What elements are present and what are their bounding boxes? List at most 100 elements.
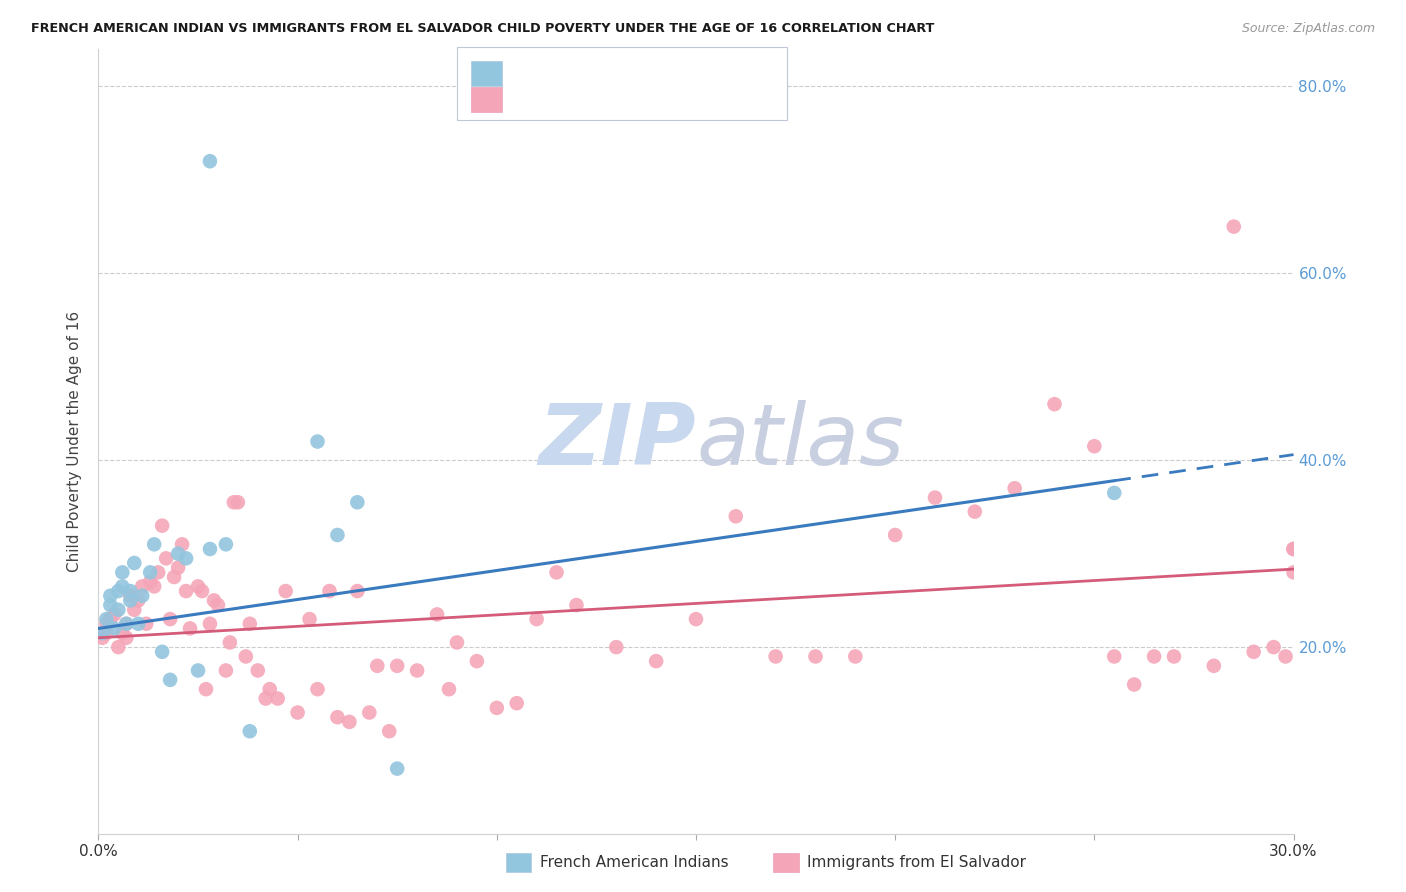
Point — [924, 491, 946, 505]
Point — [565, 598, 588, 612]
Text: 0.244: 0.244 — [546, 66, 593, 80]
Point — [107, 640, 129, 654]
Point — [222, 495, 245, 509]
Point — [267, 691, 290, 706]
Point — [485, 701, 508, 715]
Point — [1004, 481, 1026, 495]
Point — [1243, 645, 1265, 659]
Point — [120, 584, 142, 599]
Point — [98, 612, 122, 626]
Point — [298, 612, 321, 626]
Point — [120, 593, 142, 607]
Point — [437, 682, 460, 697]
Point — [127, 593, 149, 607]
Point — [124, 603, 146, 617]
Point — [645, 654, 668, 668]
Point — [359, 706, 381, 720]
Point — [187, 664, 209, 678]
Point — [446, 635, 468, 649]
Point — [406, 664, 429, 678]
Point — [96, 612, 118, 626]
Point — [143, 537, 166, 551]
Point — [107, 603, 129, 617]
Text: R =: R = — [510, 92, 548, 106]
Point — [226, 495, 249, 509]
Point — [103, 622, 125, 636]
Point — [465, 654, 488, 668]
Point — [385, 762, 409, 776]
Point — [366, 658, 388, 673]
Point — [346, 495, 368, 509]
Point — [605, 640, 627, 654]
Point — [115, 616, 138, 631]
Text: FRENCH AMERICAN INDIAN VS IMMIGRANTS FROM EL SALVADOR CHILD POVERTY UNDER THE AG: FRENCH AMERICAN INDIAN VS IMMIGRANTS FRO… — [31, 22, 935, 36]
Point — [526, 612, 548, 626]
Point — [174, 584, 197, 599]
Point — [111, 566, 134, 580]
Point — [765, 649, 787, 664]
Text: atlas: atlas — [696, 400, 904, 483]
Point — [150, 645, 173, 659]
Point — [1104, 649, 1126, 664]
Text: Immigrants from El Salvador: Immigrants from El Salvador — [807, 855, 1026, 870]
Point — [254, 691, 277, 706]
Point — [884, 528, 907, 542]
Point — [148, 566, 170, 580]
Point — [111, 626, 134, 640]
Point — [1043, 397, 1066, 411]
Point — [1263, 640, 1285, 654]
Point — [96, 616, 118, 631]
Point — [124, 556, 146, 570]
Point — [198, 154, 221, 169]
Point — [378, 724, 401, 739]
Text: 88: 88 — [641, 92, 662, 106]
Point — [150, 518, 173, 533]
Point — [963, 505, 986, 519]
Text: 0.128: 0.128 — [546, 92, 593, 106]
Point — [115, 616, 138, 631]
Point — [159, 612, 181, 626]
Point — [163, 570, 186, 584]
Point — [326, 710, 349, 724]
Point — [215, 537, 238, 551]
Point — [346, 584, 368, 599]
Point — [318, 584, 340, 599]
Point — [506, 696, 529, 710]
Point — [804, 649, 827, 664]
Point — [115, 631, 138, 645]
Point — [198, 616, 221, 631]
Point — [1163, 649, 1185, 664]
Point — [385, 658, 409, 673]
Point — [202, 593, 225, 607]
Point — [131, 589, 153, 603]
Point — [546, 566, 568, 580]
Point — [107, 584, 129, 599]
Point — [1282, 541, 1305, 556]
Text: French American Indians: French American Indians — [540, 855, 728, 870]
Point — [131, 579, 153, 593]
Point — [685, 612, 707, 626]
Point — [111, 579, 134, 593]
Point — [187, 579, 209, 593]
Point — [98, 598, 122, 612]
Point — [191, 584, 214, 599]
Text: ZIP: ZIP — [538, 400, 696, 483]
Text: 30: 30 — [641, 66, 662, 80]
Point — [139, 566, 162, 580]
Point — [103, 607, 125, 622]
Point — [179, 622, 201, 636]
Point — [127, 616, 149, 631]
Point — [1083, 439, 1105, 453]
Point — [167, 547, 190, 561]
Point — [198, 541, 221, 556]
Point — [91, 626, 114, 640]
Point — [235, 649, 257, 664]
Point — [96, 626, 118, 640]
Point — [120, 589, 142, 603]
Point — [1274, 649, 1296, 664]
Point — [259, 682, 281, 697]
Point — [135, 616, 157, 631]
Point — [98, 589, 122, 603]
Point — [1104, 486, 1126, 500]
Point — [246, 664, 269, 678]
